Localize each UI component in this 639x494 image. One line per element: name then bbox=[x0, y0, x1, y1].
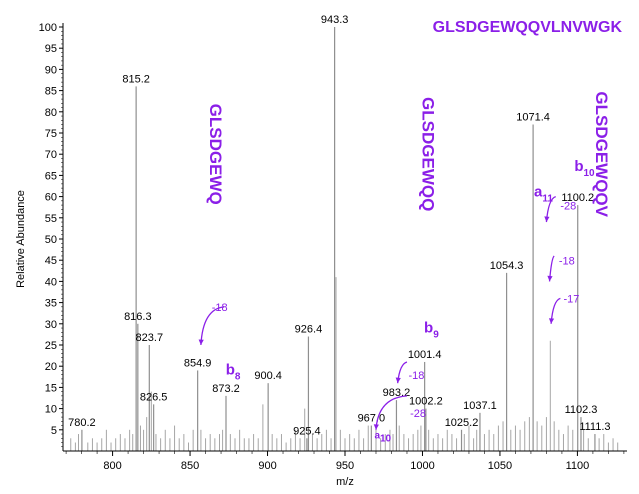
ion-label: b8 bbox=[226, 362, 241, 383]
peak-label: 900.4 bbox=[254, 370, 282, 382]
peak-label: 780.2 bbox=[68, 417, 96, 429]
loss-label: -17 bbox=[563, 294, 579, 306]
arrow-head bbox=[373, 424, 379, 430]
peak-label: 873.2 bbox=[212, 383, 240, 395]
peak-label: 854.9 bbox=[184, 357, 212, 369]
peak-label: 1025.2 bbox=[445, 417, 479, 429]
y-axis: 5 10 15 20 25 30 35 40 45 50 55 60 65 70 75 80 85 90 95 100 bbox=[39, 22, 63, 448]
sequence-annotation: GLSDGEWQQV bbox=[592, 91, 611, 217]
arrow-head bbox=[544, 216, 550, 223]
sequence-annotation: GLSDGEWQ bbox=[206, 104, 225, 205]
x-tick-label: 850 bbox=[181, 460, 199, 472]
ion-label: b9 bbox=[424, 319, 439, 340]
y-tick-label: 70 bbox=[45, 149, 57, 161]
x-tick-label: 1100 bbox=[566, 460, 590, 472]
peak-label: 815.2 bbox=[122, 73, 150, 85]
y-tick-label: 20 bbox=[45, 361, 57, 373]
x-axis-ticks: 800 850 900 950 1000 1050 1100 bbox=[65, 451, 625, 472]
x-tick-label: 1000 bbox=[410, 460, 434, 472]
peak-label: 1002.2 bbox=[409, 396, 443, 408]
peak-label: 967.0 bbox=[358, 413, 386, 425]
loss-label: -28 bbox=[560, 200, 576, 212]
y-tick-label: 75 bbox=[45, 128, 57, 140]
y-axis-label: Relative Abundance bbox=[15, 190, 27, 288]
y-tick-label: 35 bbox=[45, 298, 57, 310]
y-tick-label: 55 bbox=[45, 213, 57, 225]
peak-label: 826.5 bbox=[140, 391, 168, 403]
ion-label: a10 bbox=[374, 430, 391, 444]
arrow-head bbox=[547, 275, 553, 282]
arrow bbox=[200, 306, 225, 346]
peak-label: 1037.1 bbox=[463, 400, 497, 412]
arrow-head bbox=[198, 339, 204, 345]
y-tick-label: 80 bbox=[45, 107, 57, 119]
annotations-layer: GLSDGEWQ GLSDGEWQQ GLSDGEWQQV b8 b9 a11 b10 a10… bbox=[198, 91, 611, 444]
x-tick-label: 950 bbox=[336, 460, 354, 472]
y-tick-label: 10 bbox=[45, 404, 57, 416]
y-tick-label: 95 bbox=[45, 43, 57, 55]
peak-label: 1071.4 bbox=[516, 112, 550, 124]
peak-label: 943.3 bbox=[321, 14, 349, 26]
y-tick-label: 65 bbox=[45, 170, 57, 182]
peak-label: 1102.3 bbox=[565, 404, 598, 416]
peaks-layer bbox=[70, 27, 619, 451]
y-tick-label: 60 bbox=[45, 192, 57, 204]
y-tick-label: 85 bbox=[45, 86, 57, 98]
x-tick-label: 800 bbox=[103, 460, 121, 472]
loss-label: -18 bbox=[559, 255, 575, 267]
peak-label: 1054.3 bbox=[490, 260, 524, 272]
chart-title: GLSDGEWQQVLNVWGK bbox=[433, 19, 623, 36]
ion-label: a11 bbox=[534, 184, 553, 205]
y-tick-label: 100 bbox=[39, 22, 57, 34]
peak-label: 1111.3 bbox=[579, 421, 610, 433]
arrow-head bbox=[395, 377, 401, 384]
x-axis-label: m/z bbox=[336, 476, 354, 488]
y-tick-label: 50 bbox=[45, 234, 57, 246]
arrow-head bbox=[548, 318, 555, 324]
peak-label: 1001.4 bbox=[408, 349, 442, 361]
y-tick-label: 15 bbox=[45, 382, 57, 394]
y-tick-label: 40 bbox=[45, 276, 57, 288]
ion-label: b10 bbox=[574, 158, 595, 179]
x-tick-label: 1050 bbox=[488, 460, 512, 472]
y-tick-label: 45 bbox=[45, 255, 57, 267]
peak-label: 925.4 bbox=[293, 425, 321, 437]
y-tick-label: 30 bbox=[45, 319, 57, 331]
peak-label: 816.3 bbox=[124, 311, 152, 323]
y-tick-label: 90 bbox=[45, 64, 57, 76]
loss-label: -18 bbox=[409, 370, 425, 382]
peak-label: 926.4 bbox=[295, 324, 323, 336]
y-tick-label: 25 bbox=[45, 340, 57, 352]
y-tick-label: 5 bbox=[51, 425, 57, 437]
loss-label: -28 bbox=[410, 408, 426, 420]
peak-label: 1100.2 bbox=[561, 192, 594, 204]
x-tick-label: 900 bbox=[258, 460, 276, 472]
sequence-annotation: GLSDGEWQQ bbox=[418, 97, 437, 211]
peak-label: 823.7 bbox=[136, 332, 164, 344]
